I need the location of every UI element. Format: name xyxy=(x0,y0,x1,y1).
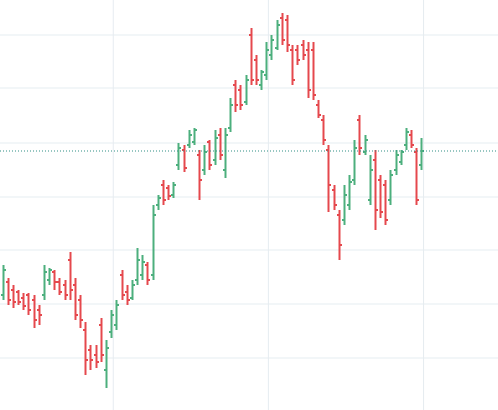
chart xyxy=(0,0,498,410)
